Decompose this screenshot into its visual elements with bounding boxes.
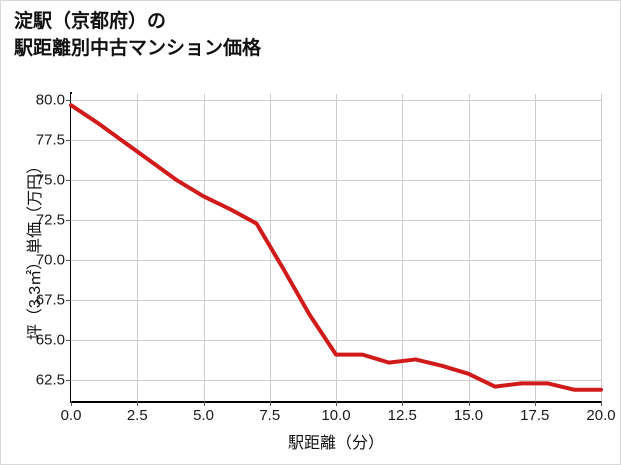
series-polyline [69, 103, 603, 392]
x-tick-mark [601, 401, 602, 406]
y-tick-mark [66, 300, 71, 302]
x-tick-mark [269, 401, 271, 406]
series-line-chart [69, 103, 603, 392]
x-tick-label: 20.0 [586, 407, 616, 424]
x-tick-mark [137, 401, 139, 406]
y-tick-mark [66, 340, 71, 342]
y-tick-mark [66, 380, 71, 382]
gridline-vertical [336, 94, 337, 401]
y-tick-mark [66, 260, 71, 262]
y-tick-label: 75.0 [35, 171, 65, 189]
y-tick-mark [66, 220, 71, 222]
y-tick-mark [66, 100, 71, 102]
y-tick-label: 67.5 [35, 291, 65, 309]
page-title: 淀駅（京都府）の 駅距離別中古マンション価格 [14, 11, 262, 59]
y-tick-label: 72.5 [35, 211, 65, 229]
x-axis-title: 駅距離（分） [287, 435, 384, 452]
x-tick-label: 2.5 [126, 407, 148, 424]
y-tick-label: 80.0 [35, 91, 65, 109]
y-axis-title: 坪（3.3㎡）単価（万円） [27, 157, 44, 340]
x-tick-mark [71, 401, 72, 406]
y-tick-label: 65.0 [35, 331, 65, 349]
gridline-vertical [534, 94, 536, 401]
x-tick-label: 0.0 [60, 407, 82, 424]
gridline-vertical [203, 94, 205, 401]
y-tick-mark [66, 140, 71, 142]
y-tick-label: 77.5 [35, 131, 65, 149]
y-tick-mark [66, 180, 71, 182]
x-tick-label: 10.0 [321, 407, 351, 424]
x-tick-mark [336, 401, 337, 406]
x-tick-label: 17.5 [520, 407, 550, 424]
x-tick-label: 7.5 [259, 407, 281, 424]
x-tick-mark [534, 401, 536, 406]
x-tick-label: 15.0 [453, 407, 484, 424]
plot-area [66, 94, 603, 406]
gridline-vertical [468, 94, 470, 401]
x-tick-label: 12.5 [387, 407, 417, 424]
gridline-vertical [137, 94, 139, 401]
x-tick-mark [402, 401, 404, 406]
x-tick-mark [468, 401, 470, 406]
y-tick-label: 62.5 [35, 371, 65, 389]
y-tick-label: 70.0 [35, 251, 65, 269]
x-tick-label: 5.0 [193, 407, 214, 424]
gridline-vertical [601, 94, 602, 401]
y-axis-tick-labels: 62.5 65.0 67.5 70.0 72.5 75.0 77.5 80.0 [11, 91, 65, 401]
gridline-vertical [402, 94, 404, 401]
x-axis-tick-labels: 0.0 2.5 5.0 7.5 10.0 12.5 15.0 17.5 20.0 [61, 407, 616, 429]
x-tick-mark [203, 401, 205, 406]
